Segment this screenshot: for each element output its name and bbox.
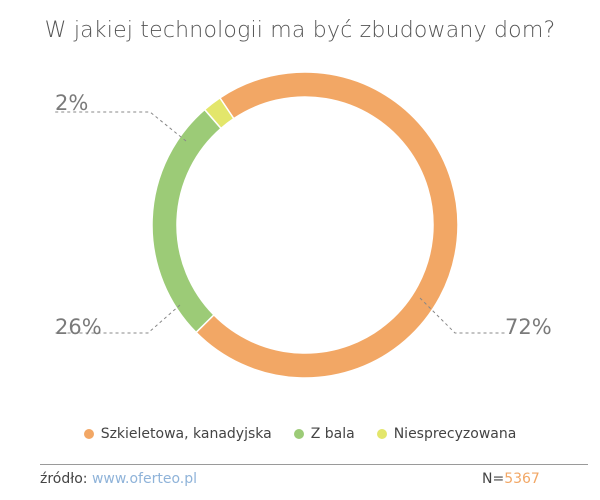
leader-line — [55, 111, 187, 142]
leader-line — [55, 304, 181, 334]
slice-szkieletowa[interactable] — [194, 71, 459, 379]
chart-title: W jakiej technologii ma być zbudowany do… — [44, 18, 556, 43]
value-labels: 72% 26% 2% — [55, 91, 552, 339]
donut-slices — [151, 71, 459, 379]
legend-marker — [376, 429, 387, 439]
value-label: 2% — [55, 91, 88, 115]
source-label: źródło: — [40, 471, 88, 487]
legend-marker — [83, 429, 94, 439]
legend-item-niesprecyzowana[interactable]: Niesprecyzowana — [376, 426, 517, 442]
footer-divider — [40, 464, 588, 465]
slice-niesprecyzowana[interactable] — [203, 96, 235, 130]
slice-z-bala[interactable] — [151, 108, 223, 334]
legend-marker — [293, 429, 304, 439]
value-label: 72% — [505, 315, 552, 339]
sample-size-label: N= — [482, 471, 505, 487]
footer-source: źródło: www.oferteo.pl — [40, 471, 197, 487]
sample-size-value: 5367 — [504, 471, 540, 487]
leader-lines — [55, 111, 505, 334]
legend-label: Z bala — [310, 426, 355, 442]
value-label: 26% — [55, 315, 102, 339]
source-link[interactable]: www.oferteo.pl — [91, 471, 197, 487]
legend: Szkieletowa, kanadyjska Z bala Niesprecy… — [0, 426, 600, 442]
legend-label: Szkieletowa, kanadyjska — [100, 426, 272, 442]
legend-item-szkieletowa[interactable]: Szkieletowa, kanadyjska — [83, 426, 272, 442]
legend-item-z-bala[interactable]: Z bala — [293, 426, 355, 442]
sample-size: N=5367 — [482, 471, 540, 487]
legend-label: Niesprecyzowana — [393, 426, 517, 442]
leader-line — [419, 297, 505, 334]
